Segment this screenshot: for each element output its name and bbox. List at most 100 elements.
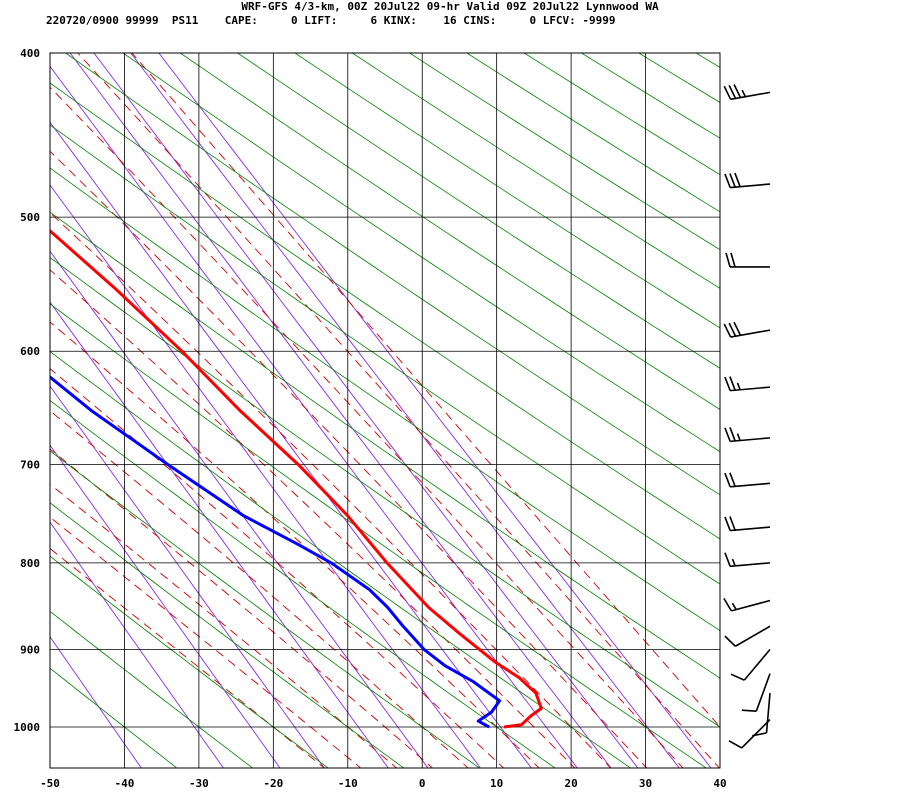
mixing-ratio-line xyxy=(50,636,142,768)
wind-barb xyxy=(723,321,771,338)
barb-flag xyxy=(724,376,731,391)
wind-barb xyxy=(730,648,771,681)
barb-staff xyxy=(765,693,771,734)
barb-flag xyxy=(723,597,733,612)
dry-adiabat xyxy=(50,211,720,679)
moist-adiabat xyxy=(50,368,505,768)
x-tick-label: 0 xyxy=(419,777,426,790)
dry-adiabat xyxy=(50,610,254,768)
moist-adiabat xyxy=(50,269,576,768)
mixing-ratio-line xyxy=(50,521,224,768)
barb-flag xyxy=(725,252,731,268)
mixing-ratio-line xyxy=(50,250,429,768)
barb-flag xyxy=(723,85,732,100)
mixing-ratio-line xyxy=(50,301,389,768)
dry-adiabats xyxy=(50,53,720,768)
barb-staff xyxy=(730,437,771,443)
barb-flag xyxy=(724,635,736,647)
x-tick-label: 40 xyxy=(713,777,726,790)
dry-adiabat xyxy=(50,400,556,768)
wind-barb xyxy=(724,472,771,488)
dry-adiabat xyxy=(50,351,632,768)
dry-adiabat xyxy=(50,167,720,632)
mixing-ratio-line xyxy=(158,53,712,768)
x-tick-label: -40 xyxy=(115,777,135,790)
mixing-ratio-line xyxy=(50,184,481,768)
x-tick-label: 20 xyxy=(564,777,577,790)
dry-adiabat xyxy=(122,53,720,453)
dry-adiabat xyxy=(236,53,720,369)
dewpoint-line xyxy=(50,375,502,729)
mixing-ratio-line xyxy=(50,444,281,768)
dry-adiabat xyxy=(580,53,720,139)
barb-flag xyxy=(730,673,745,681)
barb-staff xyxy=(743,648,771,681)
mixing-ratio-line xyxy=(69,53,612,768)
header-line-2: 220720/0900 99999 PS11 CAPE: 0 LIFT: 6 K… xyxy=(46,14,616,27)
dry-adiabat xyxy=(50,667,178,768)
wind-barb xyxy=(724,427,771,443)
dry-adiabat xyxy=(294,53,720,329)
wind-barb xyxy=(723,84,771,101)
barb-staff xyxy=(731,599,771,612)
barb-staff xyxy=(730,482,771,488)
moist-adiabat xyxy=(77,53,720,768)
moist-adiabat xyxy=(50,150,648,768)
barb-flag xyxy=(728,322,737,337)
mixing-ratio-line xyxy=(50,65,578,768)
mixing-ratio-lines xyxy=(50,53,712,768)
wind-barb xyxy=(724,552,771,568)
barb-staff xyxy=(730,386,771,392)
wind-barb xyxy=(741,673,771,713)
barb-staff xyxy=(730,526,771,532)
x-tick-label: 30 xyxy=(639,777,652,790)
barb-flag xyxy=(729,376,736,391)
pressure-tick-label: 600 xyxy=(20,345,40,358)
dry-adiabat xyxy=(50,450,481,768)
wind-barb xyxy=(724,625,771,647)
barb-flag xyxy=(733,321,742,336)
barb-flag xyxy=(729,173,736,188)
dry-adiabat xyxy=(50,502,405,768)
barb-flag xyxy=(728,740,743,749)
barb-half-flag xyxy=(741,89,747,98)
pressure-tick-label: 900 xyxy=(20,643,40,656)
barb-flag xyxy=(724,427,731,442)
pressure-tick-label: 700 xyxy=(20,459,40,472)
wind-barb xyxy=(728,719,771,749)
mixing-ratio-line xyxy=(130,53,680,768)
dry-adiabat xyxy=(50,303,707,768)
barb-staff xyxy=(730,562,771,568)
moist-adiabat xyxy=(50,321,540,768)
mixing-ratio-line xyxy=(93,53,639,768)
moist-adiabat xyxy=(50,410,469,768)
barb-staff xyxy=(730,91,771,101)
moist-adiabat xyxy=(50,448,434,768)
dry-adiabat xyxy=(523,53,720,176)
dry-adiabat xyxy=(695,53,720,68)
pressure-tick-label: 500 xyxy=(20,211,40,224)
barb-flag xyxy=(724,472,731,488)
dry-adiabat xyxy=(408,53,720,251)
barb-flag xyxy=(734,172,741,187)
mixing-ratio-line xyxy=(50,385,325,768)
barb-staff xyxy=(755,673,771,712)
wind-barbs xyxy=(723,84,771,749)
dry-adiabat xyxy=(466,53,720,213)
barb-flag xyxy=(741,709,757,713)
dry-adiabat xyxy=(50,124,720,585)
pressure-tick-label: 400 xyxy=(20,47,40,60)
mixing-ratio-line xyxy=(50,121,532,768)
x-tick-label: -30 xyxy=(189,777,209,790)
dry-adiabat xyxy=(50,256,720,728)
x-tick-label: -10 xyxy=(338,777,358,790)
profile-lines xyxy=(50,228,543,729)
wind-barb xyxy=(724,376,771,392)
barb-flag xyxy=(729,472,736,487)
dry-adiabat xyxy=(638,53,720,103)
moist-adiabat xyxy=(50,547,325,768)
barb-flag xyxy=(729,516,736,531)
dry-adiabat xyxy=(50,555,329,768)
wind-barb xyxy=(723,597,771,612)
